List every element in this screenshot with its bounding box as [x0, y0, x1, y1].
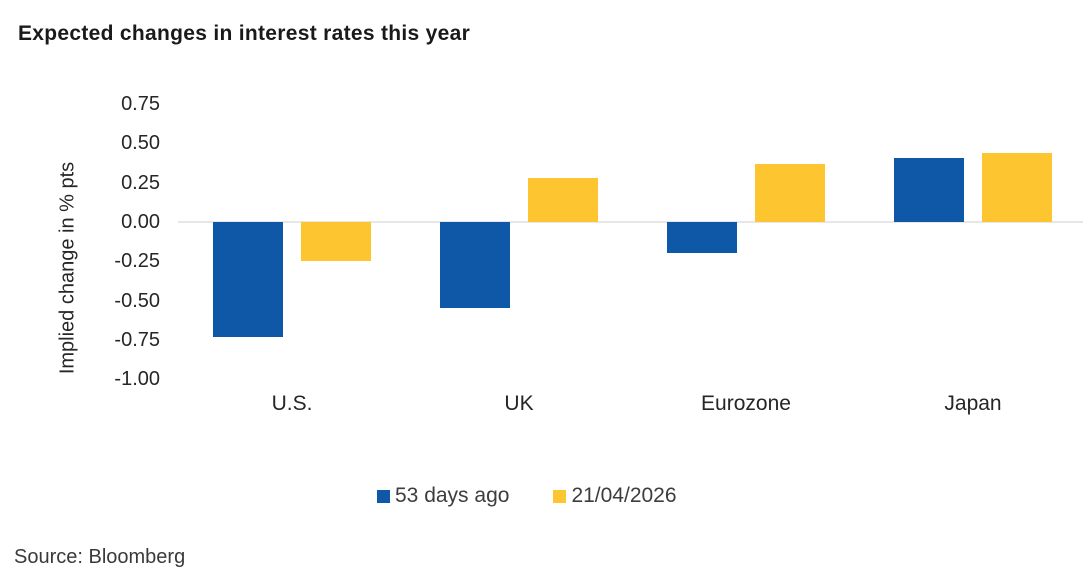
y-axis-label: Implied change in % pts — [56, 161, 79, 375]
bar-japan-53-days-ago — [894, 157, 964, 222]
bar-eurozone-21-04-2026 — [755, 163, 825, 222]
y-tick--0.25: -0.25 — [114, 250, 160, 273]
y-tick-0.25: 0.25 — [121, 171, 160, 194]
legend-item-21-04-2026: 21/04/2026 — [553, 484, 677, 508]
legend-swatch-icon — [377, 489, 390, 503]
x-label-uk: UK — [504, 392, 534, 415]
plot-area — [178, 95, 1083, 385]
y-tick-0.00: 0.00 — [121, 211, 160, 233]
legend: 53 days ago 21/04/2026 — [377, 484, 677, 508]
legend-label: 21/04/2026 — [571, 484, 677, 507]
y-tick-0.50: 0.50 — [121, 132, 160, 155]
bar-japan-21-04-2026 — [982, 152, 1052, 222]
chart-title: Expected changes in interest rates this … — [18, 22, 471, 45]
y-tick--0.50: -0.50 — [114, 289, 160, 312]
x-label-u-s: U.S. — [271, 392, 313, 415]
bar-u-s-21-04-2026 — [301, 222, 371, 262]
bar-uk-21-04-2026 — [528, 177, 598, 222]
x-label-japan: Japan — [944, 392, 1002, 415]
y-tick--0.75: -0.75 — [114, 328, 160, 351]
x-label-eurozone: Eurozone — [701, 392, 791, 415]
bar-eurozone-53-days-ago — [667, 222, 737, 254]
legend-swatch-icon — [553, 489, 567, 503]
zero-axis-line — [178, 221, 1083, 223]
y-tick-0.75: 0.75 — [121, 93, 160, 116]
y-tick--1.00: -1.00 — [114, 368, 160, 391]
bar-u-s-53-days-ago — [213, 222, 283, 337]
legend-item-53-days-ago: 53 days ago — [377, 484, 509, 508]
bar-uk-53-days-ago — [440, 222, 510, 309]
legend-label: 53 days ago — [395, 484, 510, 507]
source-note: Source: Bloomberg — [14, 546, 186, 568]
